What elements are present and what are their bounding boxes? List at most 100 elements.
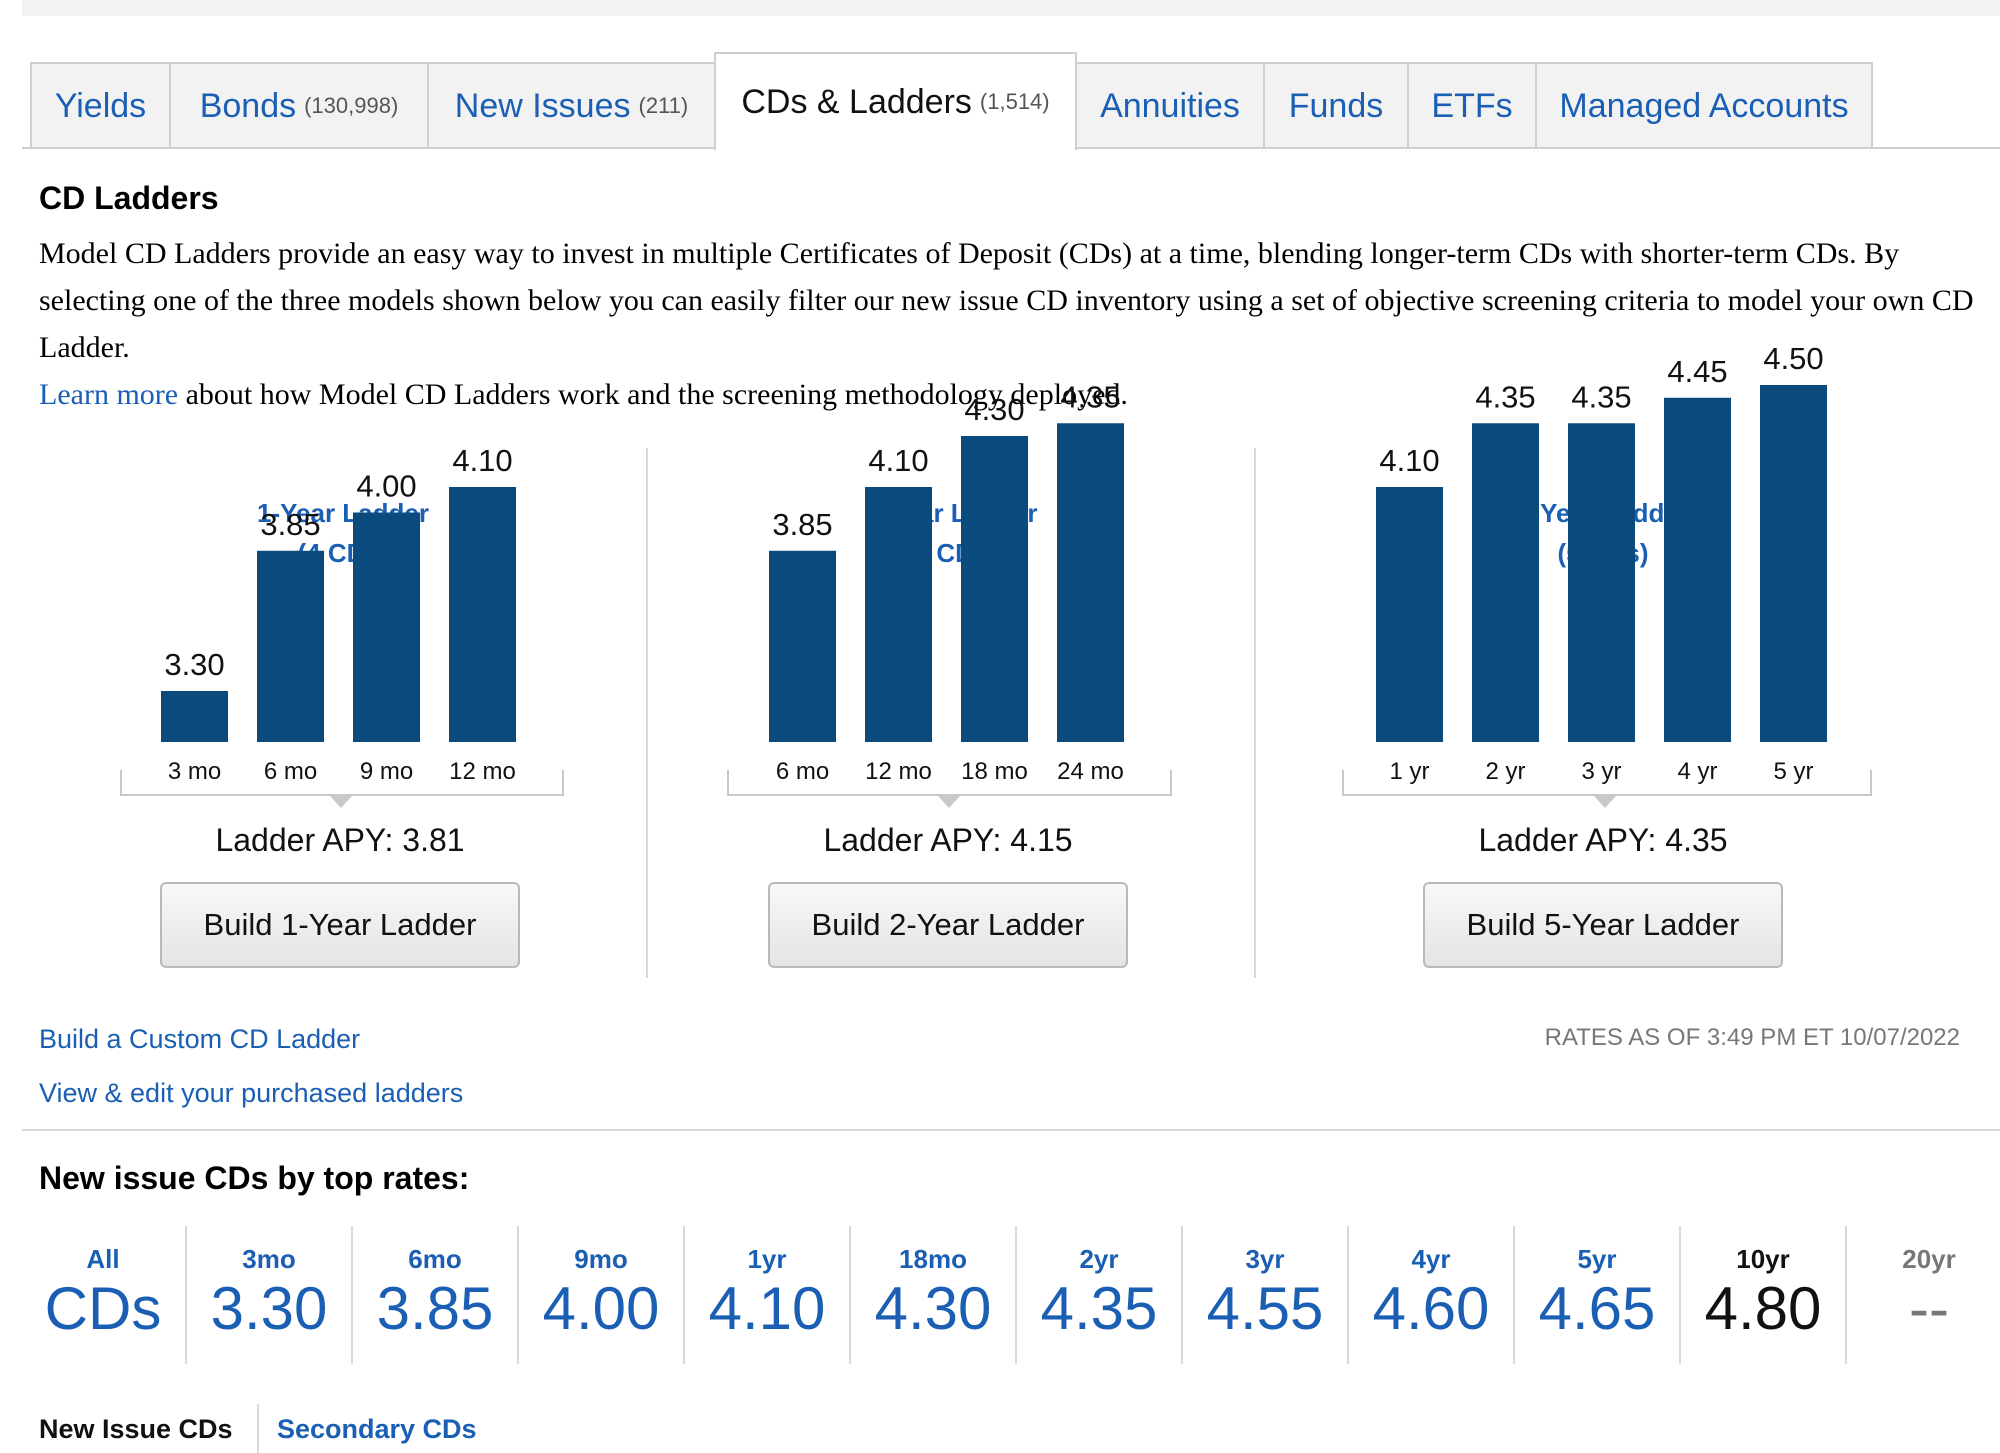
rate-term-label: 10yr: [1736, 1244, 1790, 1274]
rate-term-all[interactable]: All CDs: [20, 1226, 186, 1364]
rate-term-label: 9mo: [574, 1244, 628, 1274]
subtab-divider: [257, 1404, 259, 1453]
rate-term-divider: [517, 1226, 519, 1364]
bar-category-label: 12 mo: [449, 758, 516, 785]
rate-term-label: 2yr: [1079, 1244, 1119, 1274]
tab-funds[interactable]: Funds: [1263, 62, 1409, 148]
view-purchased-ladders-link[interactable]: View & edit your purchased ladders: [39, 1078, 464, 1108]
rate-term-label: 1yr: [747, 1244, 787, 1274]
bracket-arrow: [1594, 796, 1616, 808]
bar-category-label: 6 mo: [264, 758, 317, 785]
rate-term-value: 4.80: [1704, 1275, 1822, 1342]
tab-new-issues[interactable]: New Issues (211): [427, 62, 716, 148]
rate-term-divider: [1347, 1226, 1349, 1364]
ladder-chart-1: 3.30 3 mo 3.85 6 mo 4.00 9 mo 4.10 12 mo: [161, 443, 516, 785]
rate-term-value: 4.35: [1040, 1275, 1158, 1342]
tab-label: Annuities: [1100, 86, 1240, 125]
rate-term-label: 20yr: [1902, 1244, 1956, 1274]
rate-term-1yr[interactable]: 1yr 4.10: [684, 1226, 850, 1364]
rate-term-label: 18mo: [899, 1244, 967, 1274]
bar-value-label: 3.85: [772, 507, 832, 542]
bar-18-mo[interactable]: [961, 436, 1028, 742]
build-5-year-ladder-button[interactable]: Build 5-Year Ladder: [1423, 882, 1783, 968]
ladder-chart-3: 4.10 1 yr 4.35 2 yr 4.35 3 yr 4.45 4 yr 4.50 5 yr: [1376, 341, 1827, 785]
bar-6-mo[interactable]: [257, 550, 324, 742]
rate-term-divider: [1015, 1226, 1017, 1364]
bar-category-label: 24 mo: [1057, 758, 1124, 785]
tab-count: (130,998): [304, 93, 399, 118]
bracket-arrow: [330, 796, 352, 808]
bar-12-mo[interactable]: [865, 487, 932, 742]
build-1-year-ladder-button[interactable]: Build 1-Year Ladder: [160, 882, 520, 968]
tab-label: Bonds: [199, 86, 297, 125]
rate-term-6mo[interactable]: 6mo 3.85: [352, 1226, 518, 1364]
section-divider: [22, 1129, 2000, 1131]
rate-term-2yr[interactable]: 2yr 4.35: [1016, 1226, 1182, 1364]
bar-category-label: 5 yr: [1773, 758, 1813, 785]
ladder-bar-charts: 3.30 3 mo 3.85 6 mo 4.00 9 mo 4.10 12 mo 3.85 6 m…: [161, 341, 1827, 785]
tab-bonds[interactable]: Bonds (130,998): [169, 62, 429, 148]
bar-4-yr[interactable]: [1664, 397, 1731, 742]
rate-term-3yr[interactable]: 3yr 4.55: [1182, 1226, 1348, 1364]
bar-12-mo[interactable]: [449, 487, 516, 742]
rate-term-value: --: [1909, 1275, 1949, 1342]
bar-3-yr[interactable]: [1568, 423, 1635, 742]
bar-2-yr[interactable]: [1472, 423, 1539, 742]
ladder-divider: [646, 448, 648, 978]
bar-value-label: 4.10: [452, 443, 512, 478]
build-2-year-ladder-button[interactable]: Build 2-Year Ladder: [768, 882, 1128, 968]
rate-term-label: 3yr: [1245, 1244, 1285, 1274]
rate-term-5yr[interactable]: 5yr 4.65: [1514, 1226, 1680, 1364]
bar-1-yr[interactable]: [1376, 487, 1443, 742]
rate-term-value: 3.85: [376, 1275, 494, 1342]
tab-label: Yields: [54, 86, 147, 125]
subtab-secondary-cds[interactable]: Secondary CDs: [277, 1414, 477, 1444]
bar-category-label: 4 yr: [1677, 758, 1717, 785]
rate-term-10yr[interactable]: 10yr 4.80: [1680, 1226, 1846, 1364]
bar-category-label: 3 yr: [1581, 758, 1621, 785]
bar-5-yr[interactable]: [1760, 385, 1827, 742]
rate-term-label: All: [86, 1244, 120, 1274]
bar-9-mo[interactable]: [353, 512, 420, 743]
bar-category-label: 1 yr: [1389, 758, 1429, 785]
tab-annuities[interactable]: Annuities: [1075, 62, 1265, 148]
rate-term-label: 3mo: [242, 1244, 296, 1274]
rate-term-divider: [351, 1226, 353, 1364]
bar-24-mo[interactable]: [1057, 423, 1124, 742]
tab-cds-ladders[interactable]: CDs & Ladders (1,514): [714, 52, 1077, 150]
bar-6-mo[interactable]: [769, 550, 836, 742]
learn-more-text: about how Model CD Ladders work and the …: [178, 378, 1128, 411]
learn-more-link[interactable]: Learn more: [39, 378, 179, 411]
ladder-divider: [1254, 448, 1256, 978]
subtab-new-issue-cds[interactable]: New Issue CDs: [39, 1414, 233, 1444]
bar-value-label: 4.10: [1379, 443, 1439, 478]
rate-term-value: 4.30: [874, 1275, 992, 1342]
bar-category-label: 18 mo: [961, 758, 1028, 785]
bar-value-label: 4.35: [1060, 379, 1120, 414]
tab-count: (1,514): [979, 89, 1050, 114]
bracket-arrow: [938, 796, 960, 808]
rate-term-value: 4.60: [1372, 1275, 1490, 1342]
build-custom-ladder-link[interactable]: Build a Custom CD Ladder: [39, 1024, 361, 1054]
rate-term-divider: [849, 1226, 851, 1364]
rate-term-18mo[interactable]: 18mo 4.30: [850, 1226, 1016, 1364]
chart-bracket: [1342, 770, 1872, 796]
ladder-chart-2: 3.85 6 mo 4.10 12 mo 4.30 18 mo 4.35 24 mo: [769, 379, 1124, 785]
rate-term-divider: [185, 1226, 187, 1364]
rate-term-3mo[interactable]: 3mo 3.30: [186, 1226, 352, 1364]
ladder-apy-5-year: Ladder APY: 4.35: [1478, 822, 1728, 858]
tab-label: New Issues: [454, 86, 631, 125]
tab-label: Managed Accounts: [1559, 86, 1849, 125]
bar-3-mo[interactable]: [161, 691, 228, 742]
top-rates-heading: New issue CDs by top rates:: [39, 1160, 470, 1196]
tab-managed-accounts[interactable]: Managed Accounts: [1535, 62, 1873, 148]
rate-term-value: 4.55: [1206, 1275, 1324, 1342]
rate-term-value: 4.10: [708, 1275, 826, 1342]
rate-term-4yr[interactable]: 4yr 4.60: [1348, 1226, 1514, 1364]
tab-label: ETFs: [1431, 86, 1513, 125]
bar-category-label: 2 yr: [1485, 758, 1525, 785]
rate-term-9mo[interactable]: 9mo 4.00: [518, 1226, 684, 1364]
rate-term-value: CDs: [44, 1275, 162, 1342]
rate-term-value: 4.65: [1538, 1275, 1656, 1342]
rate-term-20yr[interactable]: 20yr --: [1846, 1226, 2000, 1364]
